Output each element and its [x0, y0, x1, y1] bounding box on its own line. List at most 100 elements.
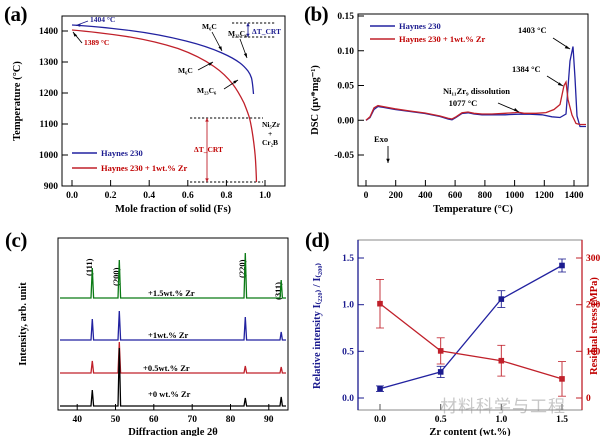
panel-d-point-blue-3 [559, 262, 565, 269]
panel-a-annotation-m23c6-red: M₂₃C₆ [197, 79, 239, 95]
svg-text:1403 °C: 1403 °C [518, 25, 547, 35]
panel-a-ytick-1000: 1000 [39, 151, 58, 161]
svg-text:ΔT_CRT: ΔT_CRT [252, 27, 281, 36]
panel-a-xtick-1: 0.2 [105, 191, 117, 201]
panel-a-ylabel: Temperature (°C) [12, 61, 23, 141]
panel-a-annotation-ni5zr: Ni₅Zr + Cr₂B [262, 120, 281, 147]
panel-d-ytick-left-2: 1.0 [342, 301, 354, 311]
panel-c-trace-1 [60, 310, 286, 341]
watermark-text: 材料科学与工程 [440, 397, 566, 417]
panel-d-yticks-left: 0.0 0.5 1.0 1.5 [342, 254, 364, 404]
svg-text:Ni₁₁Zr₉ dissolution: Ni₁₁Zr₉ dissolution [443, 86, 510, 96]
panel-b-curve-haynes230-zr [365, 79, 586, 126]
panel-c-trace-0p5 [60, 341, 286, 374]
panel-d-point-blue-1 [437, 369, 444, 375]
panel-a-annotation-m6c-blue: M₆C [202, 22, 223, 52]
panel-a-xtick-0: 0.0 [66, 191, 78, 201]
panel-b-xticks: 0 200 400 600 800 1000 1200 1400 [364, 180, 584, 201]
svg-text:M₂₃C₆: M₂₃C₆ [197, 86, 217, 95]
panel-c-peak-label-220: (220) [237, 259, 247, 278]
panel-a-xlabel: Mole fraction of solid (Fs) [115, 204, 232, 215]
panel-d-ytick-right-1: 100 [586, 347, 600, 357]
panel-b-xtick-1400: 1400 [565, 191, 584, 201]
svg-text:M₆C: M₆C [202, 22, 217, 31]
panel-a-annotation-m6c-red: M₆C [178, 61, 214, 75]
panel-a-letter: (a) [4, 2, 28, 26]
svg-text:1389 °C: 1389 °C [84, 38, 109, 47]
panel-d: (d) 0.0 0.5 1.0 1.5 [300, 218, 600, 436]
panel-c-trace-label-1p5: +1.5wt.% Zr [148, 288, 195, 298]
panel-d-ytick-left-1: 0.5 [342, 347, 354, 357]
panel-b-frame [357, 13, 589, 187]
panel-d-yticks-right: 0 100 200 300 [576, 254, 600, 404]
panel-a-xtick-3: 0.6 [182, 191, 194, 201]
panel-c-peak-labels: (111) (200) (220) (311) [84, 258, 283, 300]
panel-d-frame [357, 239, 583, 411]
panel-c-xtick-60: 60 [149, 415, 159, 425]
panel-d-point-blue-0 [377, 385, 383, 392]
panel-c-frame [57, 237, 289, 411]
panel-a-ytick-900: 900 [44, 182, 59, 192]
panel-b-xtick-800: 800 [478, 191, 493, 201]
panel-a-legend-label-0: Haynes 230 [101, 148, 143, 158]
panel-b-ytick-000: 0.00 [337, 116, 354, 126]
panel-b-annotation-dissolution: Ni₁₁Zr₉ dissolution 1077 °C [443, 86, 520, 113]
panel-c-peak-label-200: (200) [111, 267, 121, 286]
panel-c-trace-1p5 [60, 252, 286, 299]
panel-c-letter: (c) [5, 228, 27, 252]
panel-a-curve-haynes230-zr [71, 29, 258, 182]
panel-d-point-red-3 [559, 376, 565, 382]
panel-d-point-red-1 [437, 348, 444, 354]
panel-b-annotation-peak-red: 1384 °C [512, 64, 564, 87]
panel-c-xtick-70: 70 [187, 415, 197, 425]
panel-a-ytick-1300: 1300 [39, 58, 58, 68]
panel-d-ylabel-left: Relative intensity I₍₂₂₀₎ / I₍₂₀₀₎ [312, 263, 323, 389]
panel-a-xticks: 0.0 0.2 0.4 0.6 0.8 1.0 [66, 180, 271, 201]
svg-text:M₆C: M₆C [178, 66, 193, 75]
panel-b-xtick-400: 400 [418, 191, 433, 201]
svg-text:ΔT_CRT: ΔT_CRT [194, 145, 223, 154]
panel-d-xticks: 0.0 0.5 1.0 1.5 [374, 404, 568, 425]
svg-text:1384 °C: 1384 °C [512, 64, 541, 74]
panel-b-letter: (b) [304, 2, 329, 26]
panel-c-xtick-80: 80 [226, 415, 236, 425]
panel-d-series-relative-intensity [376, 258, 566, 392]
panel-a-annotation-1404: 1404 °C [75, 15, 115, 27]
panel-c-xtick-40: 40 [72, 415, 82, 425]
panel-c-peak-label-111: (111) [84, 258, 94, 276]
panel-d-ytick-right-2: 200 [586, 301, 600, 311]
panel-c-trace-label-0: +0 wt.% Zr [148, 389, 191, 399]
svg-text:1077 °C: 1077 °C [449, 98, 478, 108]
panel-b: (b) 0.15 0.10 0.05 0.00 -0.05 [300, 0, 600, 218]
svg-text:Exo: Exo [374, 134, 388, 144]
panel-a-plot: 900 1000 1100 1200 1300 1400 0.0 0.2 0.4… [12, 15, 286, 215]
panel-b-legend-label-0: Haynes 230 [399, 21, 441, 31]
panel-d-letter: (d) [305, 228, 330, 252]
svg-text:+: + [268, 129, 272, 138]
panel-d-point-red-2 [498, 357, 505, 364]
panel-b-xtick-1000: 1000 [505, 191, 524, 201]
panel-c-xlabel: Diffraction angle 2θ [128, 427, 218, 436]
panel-a-ytick-1400: 1400 [39, 27, 58, 37]
panel-d-xlabel: Zr content (wt.%) [429, 427, 511, 436]
panel-b-plot: 0.15 0.10 0.05 0.00 -0.05 0 200 400 600 [310, 12, 589, 215]
panel-d-point-blue-2 [498, 296, 505, 302]
panel-d-point-red-0 [377, 300, 383, 307]
panel-c-xticks: 40 50 60 70 80 90 [72, 404, 274, 425]
panel-a-xtick-2: 0.4 [143, 191, 155, 201]
panel-b-ytick-neg005: -0.05 [334, 151, 354, 161]
panel-a-ytick-1200: 1200 [39, 89, 58, 99]
panel-b-xtick-1200: 1200 [535, 191, 554, 201]
panel-b-ylabel: DSC (μv*mg⁻¹) [310, 65, 321, 135]
svg-text:Ni₅Zr: Ni₅Zr [262, 120, 281, 129]
panel-b-legend: Haynes 230 Haynes 230 + 1wt.% Zr [370, 21, 486, 44]
panel-a-xtick-5: 1.0 [259, 191, 271, 201]
panel-c-peak-label-311: (311) [273, 282, 283, 300]
panel-b-yticks: 0.15 0.10 0.05 0.00 -0.05 [334, 12, 364, 161]
panel-a: (a) 900 1000 1100 1200 1300 1400 [0, 0, 300, 218]
panel-d-ytick-left-3: 1.5 [342, 254, 354, 264]
panel-d-xtick-0: 0.0 [374, 415, 386, 425]
panel-b-annotation-exo: Exo [374, 134, 390, 163]
watermark: 材料科学与工程 [440, 392, 600, 422]
panel-a-ytick-1100: 1100 [40, 120, 59, 130]
